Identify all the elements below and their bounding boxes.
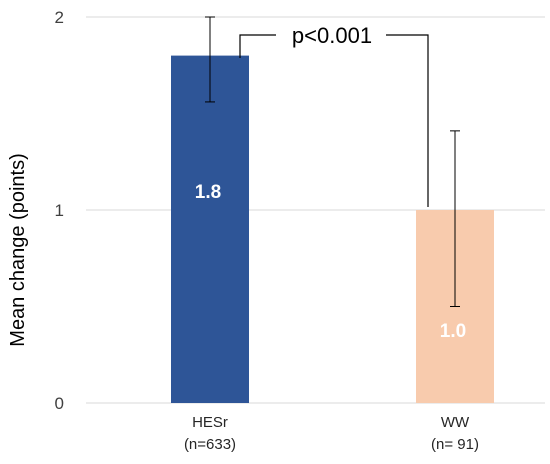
significance-bracket: p<0.001 [239, 23, 429, 207]
significance-label: p<0.001 [292, 23, 372, 48]
category-label-0: HESr [192, 414, 228, 431]
bar-hesr [171, 55, 249, 403]
category-sublabel-1: (n= 91) [431, 436, 479, 453]
category-label-1: WW [441, 414, 470, 431]
category-sublabel-0: (n=633) [184, 436, 236, 453]
bars [171, 55, 494, 403]
value-label-0: 1.8 [195, 182, 221, 203]
y-tick-label-1: 1 [55, 201, 64, 220]
y-tick-labels: 0 1 2 [55, 8, 64, 413]
y-axis-title: Mean change (points) [7, 153, 29, 346]
value-labels: 1.8 1.0 [195, 182, 466, 342]
y-tick-label-0: 0 [55, 394, 64, 413]
error-bars [205, 16, 460, 307]
value-label-1: 1.0 [440, 321, 466, 342]
category-labels: HESr (n=633) WW (n= 91) [184, 414, 479, 453]
y-tick-label-2: 2 [55, 8, 64, 27]
bracket-right [386, 34, 429, 207]
bracket-left [239, 34, 276, 58]
